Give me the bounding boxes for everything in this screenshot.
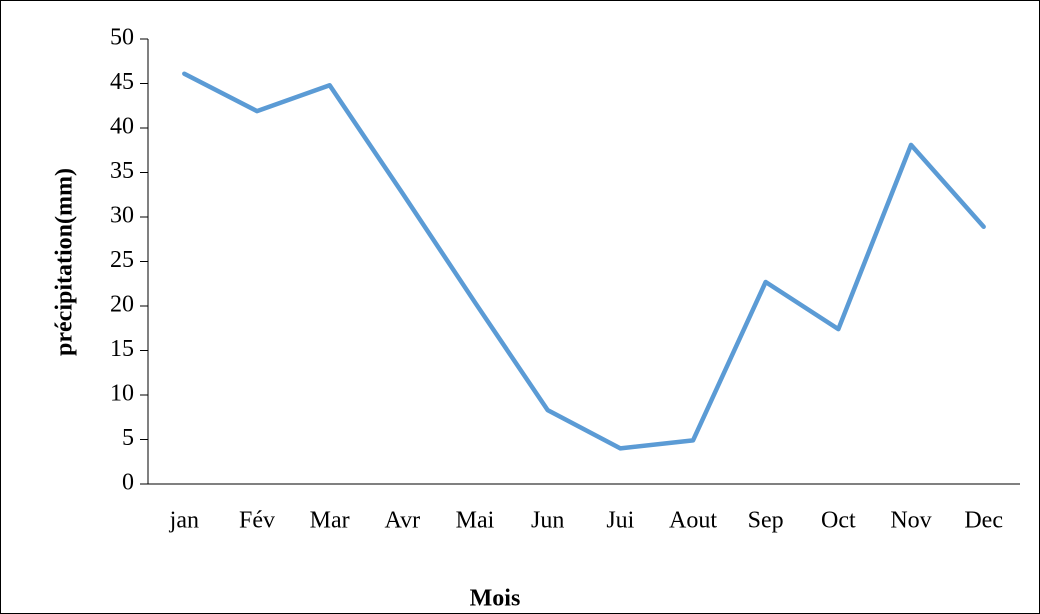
y-tick-label: 25 bbox=[110, 247, 134, 273]
x-axis-title: Mois bbox=[470, 586, 521, 612]
data-line bbox=[182, 71, 986, 451]
x-tick-label: Mai bbox=[456, 508, 495, 534]
x-tick-label: Sep bbox=[748, 508, 784, 534]
x-tick-label: jan bbox=[169, 508, 199, 534]
y-tick-label: 45 bbox=[110, 69, 134, 95]
x-tick-label: Nov bbox=[890, 508, 931, 534]
x-tick-label: Fév bbox=[239, 508, 275, 534]
x-tick-label: Oct bbox=[821, 508, 856, 534]
x-tick-label: Avr bbox=[385, 508, 421, 534]
y-tick-label: 5 bbox=[122, 425, 134, 451]
y-tick-label: 35 bbox=[110, 158, 134, 184]
y-tick-label: 50 bbox=[110, 25, 134, 51]
x-tick-label: Jui bbox=[606, 508, 634, 534]
y-tick-label: 40 bbox=[110, 114, 134, 140]
y-axis-title: précipitation(mm) bbox=[52, 168, 78, 356]
x-tick-label: Jun bbox=[531, 508, 564, 534]
x-tick-label: Dec bbox=[964, 508, 1003, 534]
x-tick-label: Aout bbox=[669, 508, 717, 534]
y-tick-label: 30 bbox=[110, 203, 134, 229]
y-tick-label: 20 bbox=[110, 292, 134, 318]
y-tick-label: 10 bbox=[110, 381, 134, 407]
y-tick-label: 15 bbox=[110, 336, 134, 362]
x-tick-label: Mar bbox=[310, 508, 350, 534]
y-tick-label: 0 bbox=[122, 470, 134, 496]
